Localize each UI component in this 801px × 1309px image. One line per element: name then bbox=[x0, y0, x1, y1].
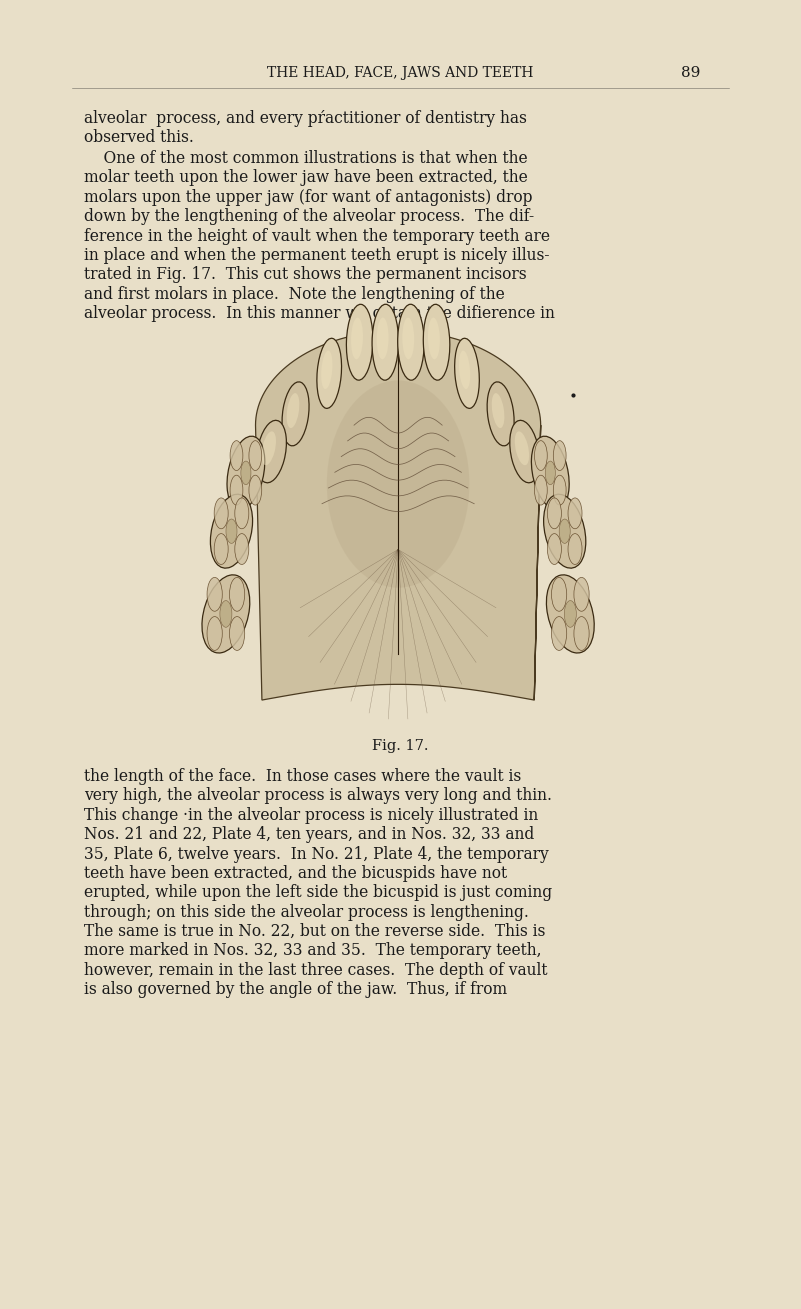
Text: ference in the height of vault when the temporary teeth are: ference in the height of vault when the … bbox=[84, 228, 550, 245]
Ellipse shape bbox=[214, 497, 228, 529]
Ellipse shape bbox=[568, 534, 582, 564]
Ellipse shape bbox=[249, 441, 262, 470]
Ellipse shape bbox=[551, 577, 567, 611]
Ellipse shape bbox=[230, 441, 243, 470]
Ellipse shape bbox=[574, 577, 589, 611]
Text: however, remain in the last three cases.  The depth of vault: however, remain in the last three cases.… bbox=[84, 962, 548, 979]
Ellipse shape bbox=[574, 617, 589, 651]
Ellipse shape bbox=[226, 520, 237, 543]
Ellipse shape bbox=[282, 382, 309, 446]
Ellipse shape bbox=[235, 534, 249, 564]
Ellipse shape bbox=[220, 601, 232, 627]
Ellipse shape bbox=[230, 577, 245, 611]
Ellipse shape bbox=[235, 497, 249, 529]
Text: 35, Plate 6, twelve years.  In No. 21, Plate 4, the temporary: 35, Plate 6, twelve years. In No. 21, Pl… bbox=[84, 846, 549, 863]
Ellipse shape bbox=[545, 461, 555, 484]
Ellipse shape bbox=[531, 436, 570, 509]
Ellipse shape bbox=[568, 497, 582, 529]
Ellipse shape bbox=[534, 475, 547, 505]
Ellipse shape bbox=[227, 436, 265, 509]
Ellipse shape bbox=[211, 495, 252, 568]
Text: THE HEAD, FACE, JAWS AND TEETH: THE HEAD, FACE, JAWS AND TEETH bbox=[268, 67, 533, 80]
Ellipse shape bbox=[559, 520, 570, 543]
Ellipse shape bbox=[546, 575, 594, 653]
Text: molar teeth upon the lower jaw have been extracted, the: molar teeth upon the lower jaw have been… bbox=[84, 169, 528, 186]
Ellipse shape bbox=[346, 304, 373, 380]
Text: alveolar  process, and every pŕactitioner of dentistry has: alveolar process, and every pŕactitioner… bbox=[84, 110, 527, 127]
Ellipse shape bbox=[487, 382, 514, 446]
Ellipse shape bbox=[230, 617, 245, 651]
Text: This change ·in the alveolar process is nicely illustrated in: This change ·in the alveolar process is … bbox=[84, 806, 538, 823]
Text: the length of the face.  In those cases where the vault is: the length of the face. In those cases w… bbox=[84, 768, 521, 785]
Ellipse shape bbox=[553, 441, 566, 470]
Ellipse shape bbox=[230, 475, 243, 505]
Ellipse shape bbox=[287, 393, 300, 428]
Text: One of the most common illustrations is that when the: One of the most common illustrations is … bbox=[84, 151, 528, 168]
Ellipse shape bbox=[455, 338, 479, 408]
Text: erupted, while upon the left side the bicuspid is just coming: erupted, while upon the left side the bi… bbox=[84, 885, 552, 902]
Ellipse shape bbox=[207, 577, 223, 611]
Text: through; on this side the alveolar process is lengthening.: through; on this side the alveolar proce… bbox=[84, 903, 529, 920]
Ellipse shape bbox=[207, 617, 223, 651]
Ellipse shape bbox=[317, 338, 341, 408]
Text: observed this.: observed this. bbox=[84, 130, 194, 147]
Text: more marked in Nos. 32, 33 and 35.  The temporary teeth,: more marked in Nos. 32, 33 and 35. The t… bbox=[84, 942, 541, 959]
Ellipse shape bbox=[544, 495, 586, 568]
Text: teeth have been extracted, and the bicuspids have not: teeth have been extracted, and the bicus… bbox=[84, 865, 507, 882]
Ellipse shape bbox=[459, 351, 470, 389]
Text: 89: 89 bbox=[682, 67, 701, 80]
Ellipse shape bbox=[376, 318, 388, 359]
Text: molars upon the upper jaw (for want of antagonists) drop: molars upon the upper jaw (for want of a… bbox=[84, 188, 533, 206]
Ellipse shape bbox=[241, 461, 251, 484]
Ellipse shape bbox=[515, 432, 529, 465]
Text: in place and when the permanent teeth erupt is nicely illus-: in place and when the permanent teeth er… bbox=[84, 247, 549, 264]
Text: Fig. 17.: Fig. 17. bbox=[372, 740, 429, 753]
Ellipse shape bbox=[492, 393, 505, 428]
Ellipse shape bbox=[509, 420, 540, 483]
Ellipse shape bbox=[214, 534, 228, 564]
Ellipse shape bbox=[249, 475, 262, 505]
Text: Nos. 21 and 22, Plate 4, ten years, and in Nos. 32, 33 and: Nos. 21 and 22, Plate 4, ten years, and … bbox=[84, 826, 534, 843]
Ellipse shape bbox=[397, 304, 425, 380]
Ellipse shape bbox=[372, 304, 399, 380]
Ellipse shape bbox=[534, 441, 547, 470]
Ellipse shape bbox=[564, 601, 577, 627]
Text: trated in Fig. 17.  This cut shows the permanent incisors: trated in Fig. 17. This cut shows the pe… bbox=[84, 266, 527, 283]
Ellipse shape bbox=[262, 432, 276, 465]
Ellipse shape bbox=[351, 318, 363, 359]
Text: alveolar process.  In this manner we obtain the difierence in: alveolar process. In this manner we obta… bbox=[84, 305, 555, 322]
Ellipse shape bbox=[551, 617, 567, 651]
Text: down by the lengthening of the alveolar process.  The dif-: down by the lengthening of the alveolar … bbox=[84, 208, 534, 225]
Ellipse shape bbox=[547, 497, 562, 529]
Polygon shape bbox=[256, 331, 541, 700]
Text: and first molars in place.  Note the lengthening of the: and first molars in place. Note the leng… bbox=[84, 285, 505, 302]
Ellipse shape bbox=[547, 534, 562, 564]
Ellipse shape bbox=[202, 575, 250, 653]
Ellipse shape bbox=[256, 420, 287, 483]
Ellipse shape bbox=[428, 318, 440, 359]
Ellipse shape bbox=[423, 304, 450, 380]
Ellipse shape bbox=[321, 351, 332, 389]
Ellipse shape bbox=[327, 381, 469, 588]
Text: The same is true in No. 22, but on the reverse side.  This is: The same is true in No. 22, but on the r… bbox=[84, 923, 545, 940]
Text: is also governed by the angle of the jaw.  Thus, if from: is also governed by the angle of the jaw… bbox=[84, 982, 507, 999]
Ellipse shape bbox=[553, 475, 566, 505]
Text: very high, the alveolar process is always very long and thin.: very high, the alveolar process is alway… bbox=[84, 788, 552, 805]
Ellipse shape bbox=[402, 318, 414, 359]
